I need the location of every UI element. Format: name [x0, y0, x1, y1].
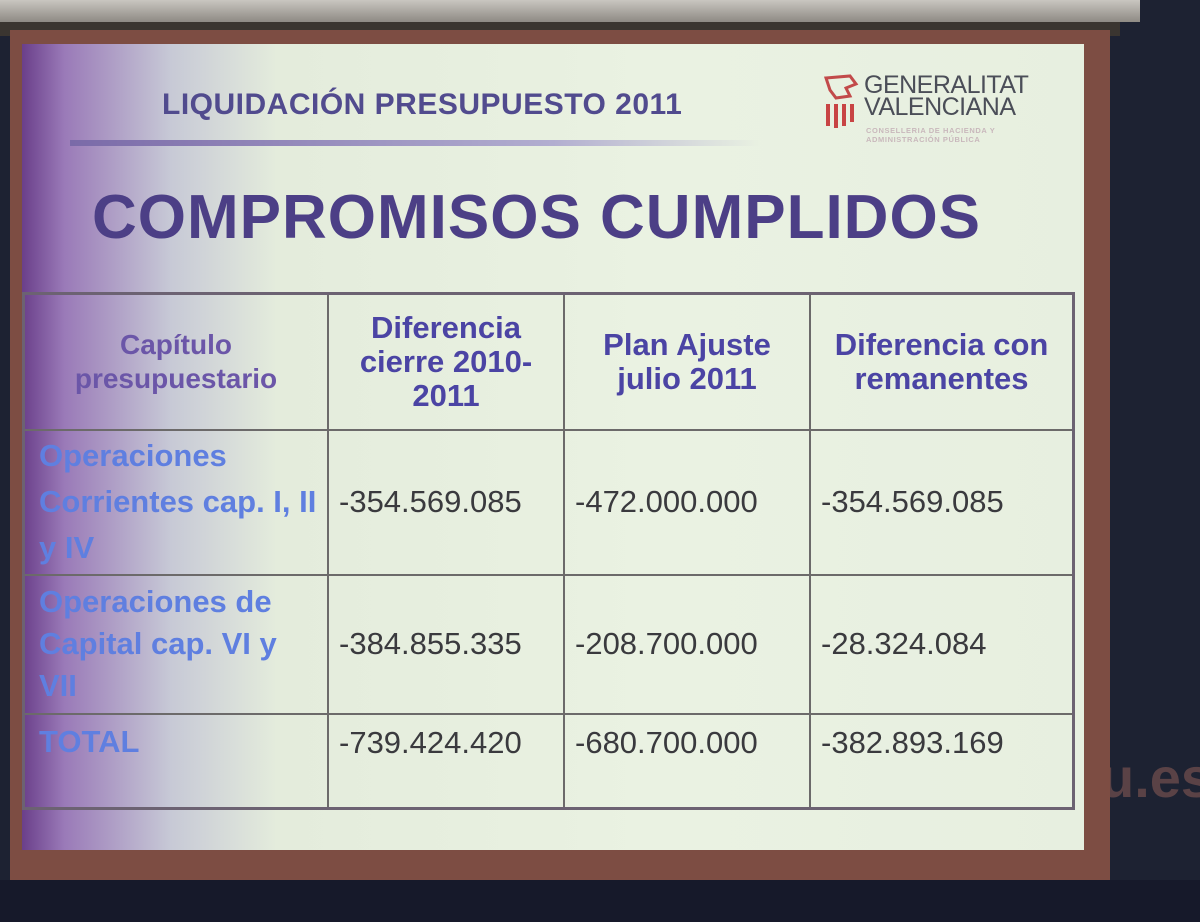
value-cell: -472.000.000	[563, 428, 811, 576]
header-cell: Diferencia con remanentes	[809, 292, 1075, 431]
table-row: Operaciones Corrientes cap. I, II y IV -…	[22, 428, 1075, 576]
header-cell: Diferencia cierre 2010-2011	[327, 292, 565, 431]
background-wall-text: u.es	[1100, 746, 1200, 809]
header-cell: Plan Ajuste julio 2011	[563, 292, 811, 431]
table-row-total: TOTAL -739.424.420 -680.700.000 -382.893…	[22, 712, 1075, 810]
row-label: Operaciones Corrientes cap. I, II y IV	[22, 428, 329, 576]
value-cell: -354.569.085	[327, 428, 565, 576]
header-cell: Capítulo presupuestario	[22, 292, 329, 431]
logo-name-line1: GENERALITAT	[864, 71, 1029, 99]
projector-screen-housing	[0, 0, 1140, 22]
value-cell: -680.700.000	[563, 712, 811, 810]
row-label: TOTAL	[22, 712, 329, 810]
value-cell: -739.424.420	[327, 712, 565, 810]
coat-of-arms-icon	[823, 74, 859, 128]
logo-name-line2: VALENCIANA	[864, 93, 1016, 121]
slide-title: COMPROMISOS CUMPLIDOS	[92, 183, 982, 252]
value-cell: -354.569.085	[809, 428, 1075, 576]
value-cell: -382.893.169	[809, 712, 1075, 810]
value-cell: -384.855.335	[327, 573, 565, 715]
table-row: Operaciones de Capital cap. VI y VII -38…	[22, 573, 1075, 715]
logo-sub-line2: ADMINISTRACIÓN PÚBLICA	[866, 135, 981, 144]
subtitle-underline	[70, 140, 760, 146]
budget-table: Capítulo presupuestario Diferencia cierr…	[22, 292, 1075, 810]
slide-subtitle: LIQUIDACIÓN PRESUPUESTO 2011	[162, 88, 683, 121]
value-cell: -28.324.084	[809, 573, 1075, 715]
logo-sub-line1: CONSELLERIA DE HACIENDA Y	[866, 126, 996, 135]
floor-shadow	[0, 880, 1200, 922]
row-label: Operaciones de Capital cap. VI y VII	[22, 573, 329, 715]
generalitat-logo: GENERALITAT VALENCIANA CONSELLERIA DE HAC…	[820, 71, 1040, 154]
value-cell: -208.700.000	[563, 573, 811, 715]
table-header-row: Capítulo presupuestario Diferencia cierr…	[22, 292, 1075, 431]
